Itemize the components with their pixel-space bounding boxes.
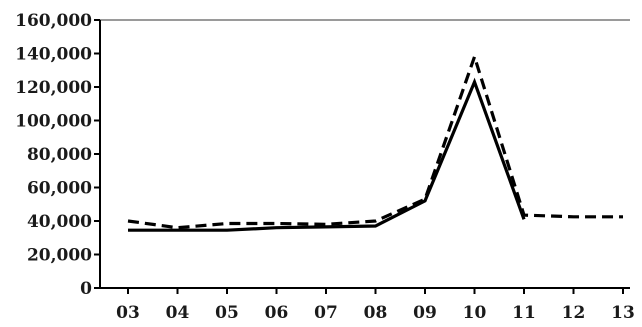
x-tick-label: 06: [265, 303, 289, 323]
x-tick-label: 11: [512, 303, 536, 323]
x-tick-label: 08: [364, 303, 388, 323]
y-tick-label: 20,000: [27, 246, 92, 266]
y-axis-ticks: 0 20,000 40,000 60,000 80,000 100,000 120,000 1…: [15, 11, 100, 299]
x-tick-label: 10: [463, 303, 487, 323]
y-tick-label: 100,000: [15, 112, 92, 132]
y-tick-label: 40,000: [27, 212, 92, 232]
x-tick-label: 09: [413, 303, 437, 323]
x-axis-ticks: 03 04 05 06 07 08 09 10 11 12 13: [116, 288, 635, 323]
y-tick-label: 80,000: [27, 145, 92, 165]
y-tick-label: 0: [80, 279, 92, 299]
x-tick-label: 13: [611, 303, 635, 323]
y-tick-label: 140,000: [15, 45, 92, 65]
x-tick-label: 05: [215, 303, 239, 323]
x-tick-label: 12: [562, 303, 586, 323]
x-tick-label: 07: [314, 303, 338, 323]
y-tick-label: 60,000: [27, 179, 92, 199]
dashed-series-line: [127, 51, 623, 230]
y-tick-label: 160,000: [15, 11, 92, 31]
solid-series-line: [128, 77, 526, 232]
series-lines: [127, 51, 623, 232]
x-tick-label: 04: [166, 303, 190, 323]
y-tick-label: 120,000: [15, 78, 92, 98]
x-tick-label: 03: [116, 303, 140, 323]
